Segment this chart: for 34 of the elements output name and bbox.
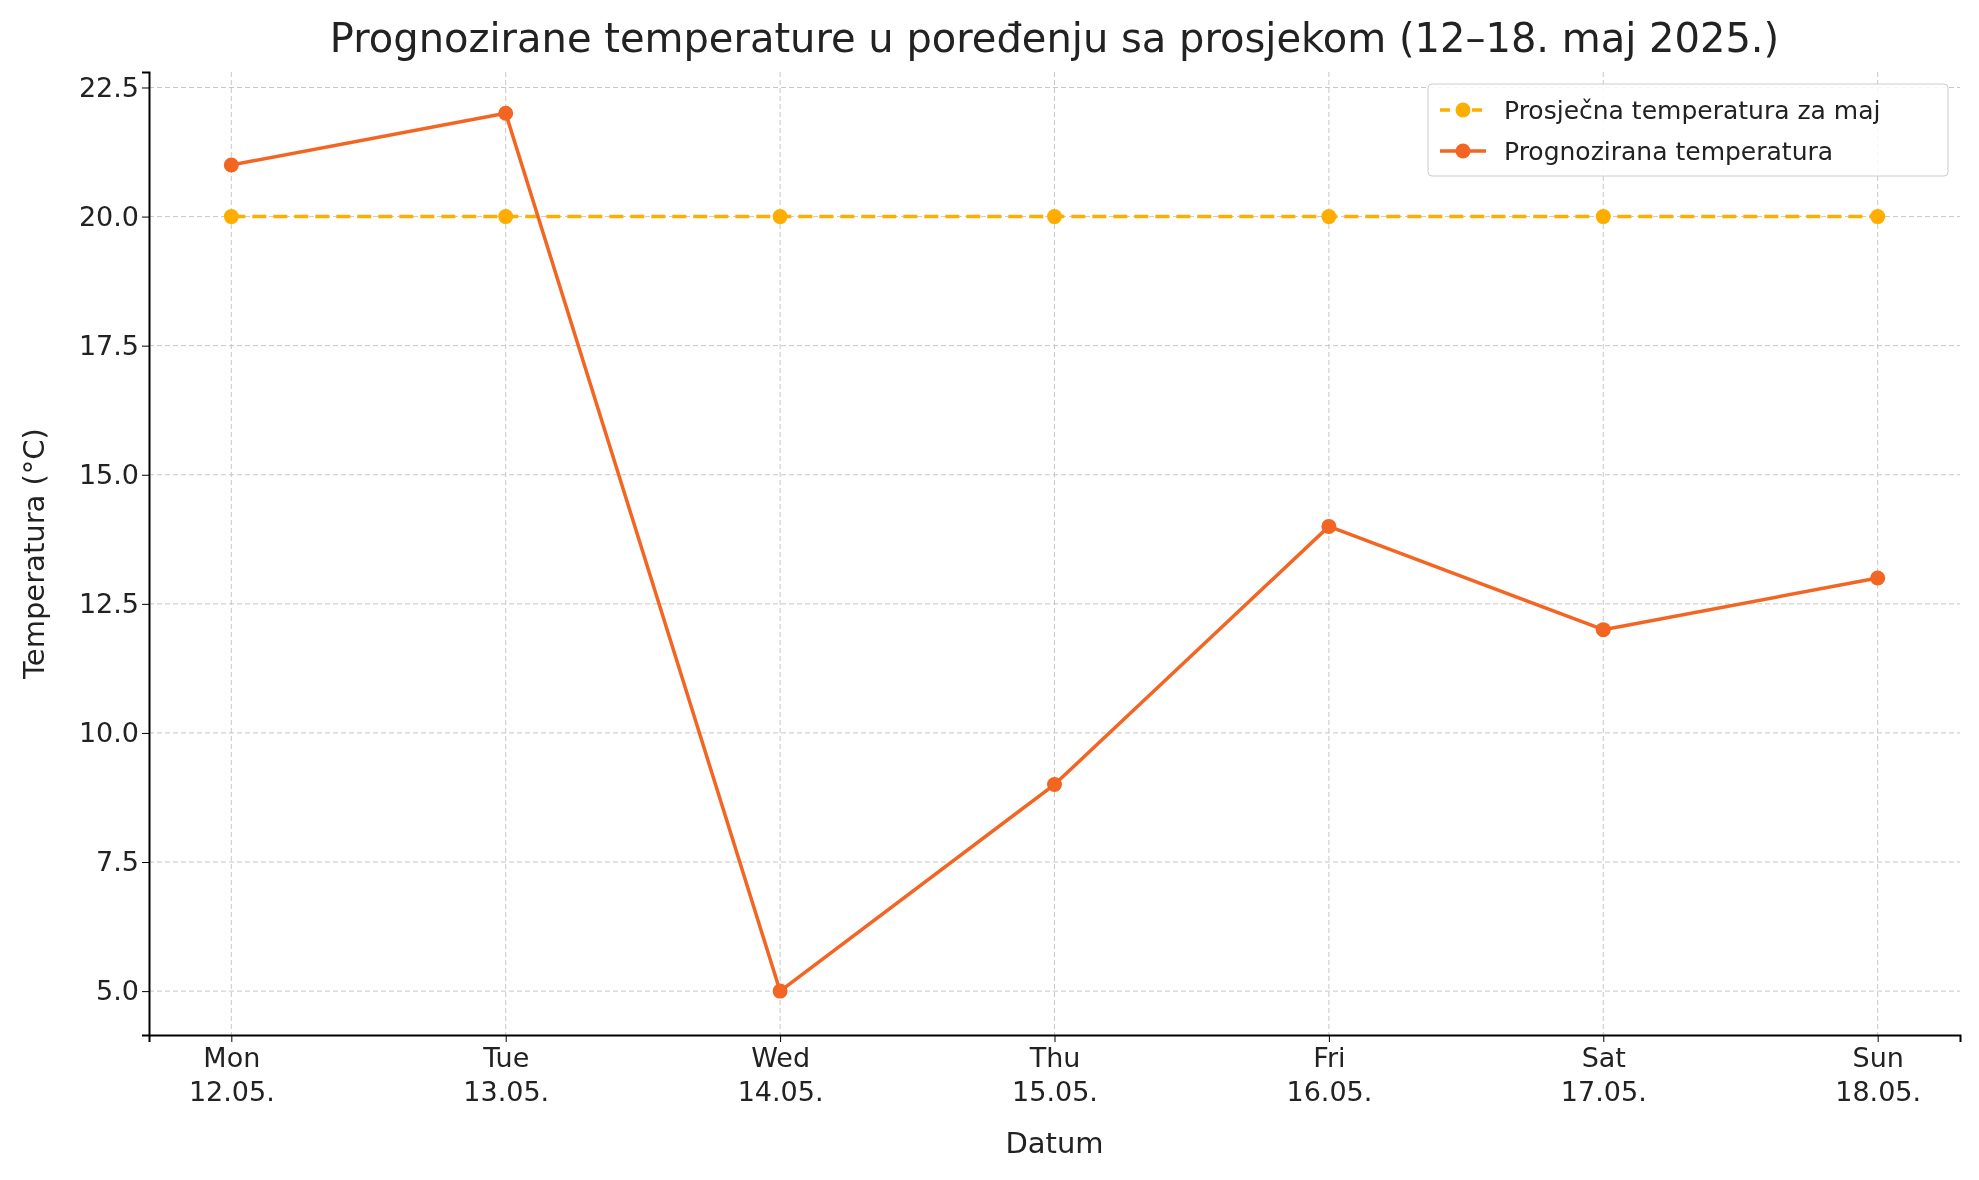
point xyxy=(1047,209,1062,225)
point xyxy=(1870,209,1886,225)
x-axis-title: Datum xyxy=(1005,1126,1104,1160)
point xyxy=(1047,777,1062,793)
y-tick-label: 15.0 xyxy=(78,458,139,490)
point xyxy=(498,209,514,225)
point xyxy=(223,157,239,173)
x-tick-label: Thu 15.05. xyxy=(1012,1042,1098,1107)
point xyxy=(772,983,788,999)
y-tick-label: 12.5 xyxy=(78,587,139,619)
chart-title: Prognozirane temperature u poređenju sa prosjekom (12–18. maj 2025.) xyxy=(329,15,1780,61)
x-tick-label: Fri 16.05. xyxy=(1286,1042,1373,1107)
point xyxy=(1870,570,1886,586)
x-tick-label: Mon 12.05. xyxy=(188,1042,275,1107)
y-tick-label: 10.0 xyxy=(78,717,139,749)
y-tick-label: 17.5 xyxy=(78,329,139,361)
x-tick-label: Sat 17.05. xyxy=(1560,1042,1647,1107)
x-tick-label: Tue 13.05. xyxy=(463,1042,550,1107)
y-tick-label: 7.5 xyxy=(96,846,139,878)
x-tick-label: Sun 18.05. xyxy=(1835,1042,1922,1107)
y-tick-label: 20.0 xyxy=(78,200,139,232)
y-tick-label: 22.5 xyxy=(78,71,139,103)
y-tick-label: 5.0 xyxy=(96,975,139,1007)
point xyxy=(1595,209,1611,225)
point xyxy=(1595,622,1611,638)
point xyxy=(498,105,514,121)
y-axis-title: Temperatura (°C) xyxy=(17,428,51,680)
x-tick-label: Wed 14.05. xyxy=(737,1042,824,1107)
point xyxy=(1321,518,1337,534)
point xyxy=(223,209,239,225)
point xyxy=(1321,209,1337,225)
legend-label: Prosječna temperatura za maj xyxy=(1504,96,1881,125)
point xyxy=(772,209,788,225)
legend-label: Prognozirana temperatura xyxy=(1504,137,1834,166)
